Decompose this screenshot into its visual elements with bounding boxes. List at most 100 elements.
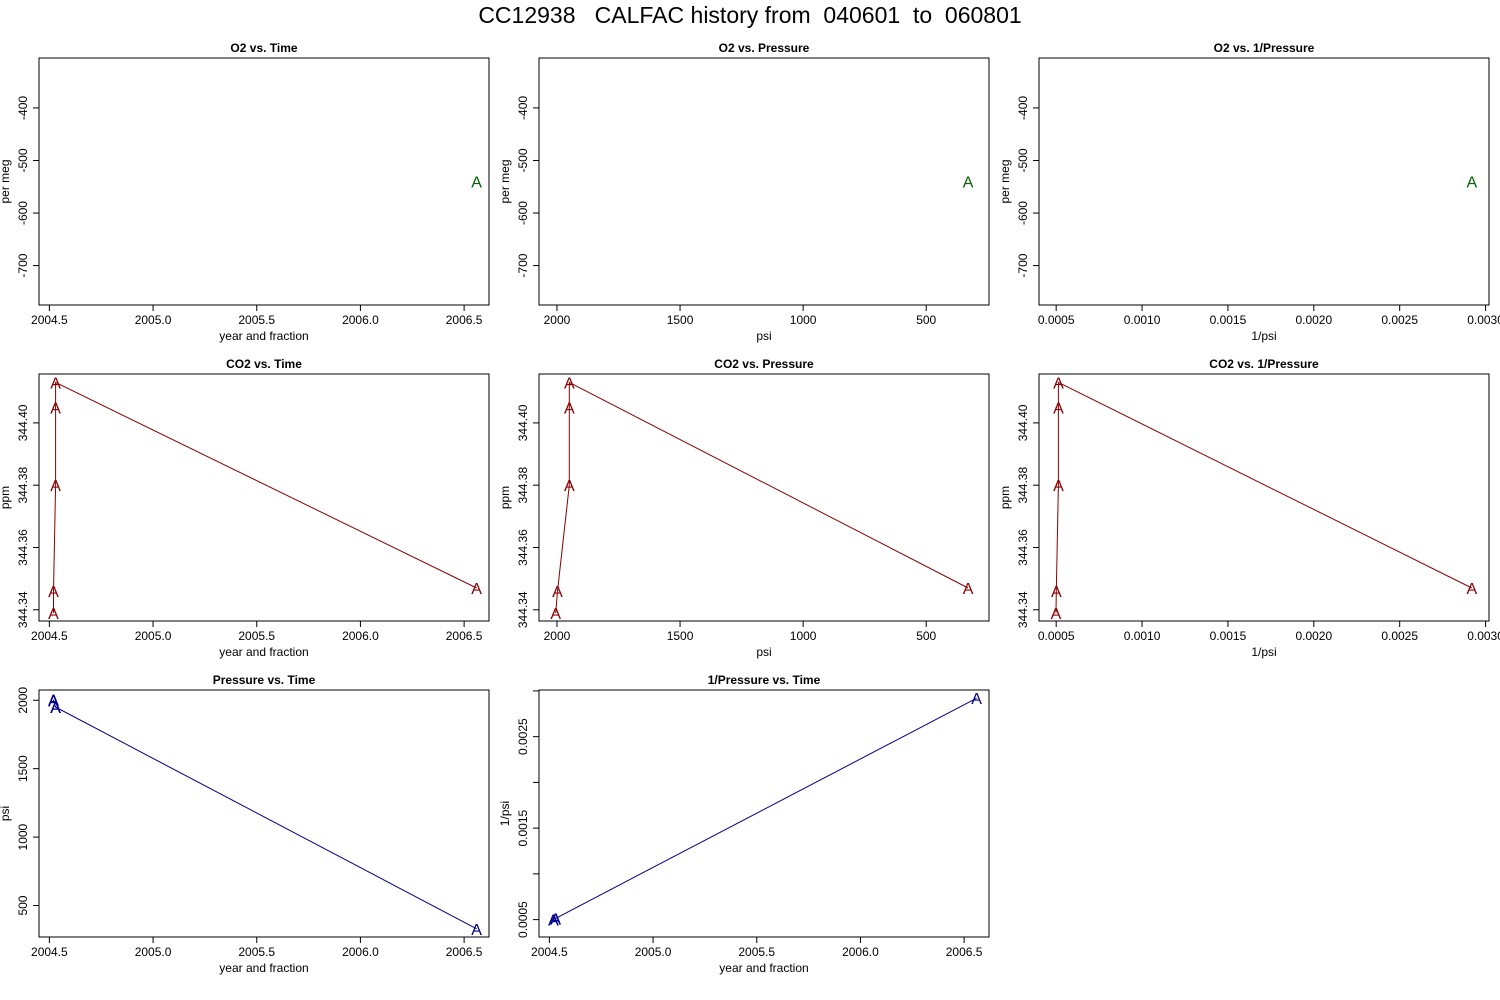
x-axis-label: year and fraction [219, 645, 308, 659]
panel-title: CO2 vs. 1/Pressure [1209, 357, 1319, 371]
y-tick-label: -500 [1016, 148, 1030, 172]
data-point-marker: A [550, 606, 561, 623]
data-point-marker: A [550, 911, 561, 928]
data-point-marker: A [550, 911, 561, 928]
x-tick-label: 2005.5 [238, 945, 275, 959]
y-tick-label: -400 [16, 96, 30, 120]
data-point-marker: A [564, 400, 575, 417]
y-tick-label: 344.34 [16, 591, 30, 628]
panel-title: O2 vs. Pressure [719, 41, 810, 55]
data-point-marker: A [48, 584, 59, 601]
x-tick-label: 2006.0 [342, 945, 379, 959]
panel-title: O2 vs. 1/Pressure [1214, 41, 1315, 55]
y-tick-label: 1000 [16, 823, 30, 850]
panel-7: Pressure vs. Time 2004.5 2005.0 2005.5 2006.… [0, 673, 490, 975]
x-axis-label: psi [756, 645, 771, 659]
x-tick-label: 2006.0 [842, 945, 879, 959]
y-tick-label: 344.38 [516, 467, 530, 504]
x-axis-label: year and fraction [219, 329, 308, 343]
x-tick-label: 2005.0 [135, 945, 172, 959]
y-axis-label: ppm [498, 486, 512, 509]
data-point-marker: A [963, 175, 974, 192]
x-tick-label: 2006.0 [342, 313, 379, 327]
data-point-marker: A [50, 700, 61, 717]
panel-title: Pressure vs. Time [213, 673, 316, 687]
x-tick-label: 0.0015 [1210, 313, 1247, 327]
y-tick-label: 344.38 [1016, 467, 1030, 504]
x-tick-label: 0.0010 [1124, 629, 1161, 643]
data-point-marker: A [50, 478, 61, 495]
x-tick-label: 2005.0 [135, 313, 172, 327]
y-tick-label: 0.0015 [516, 809, 530, 846]
x-tick-label: 500 [916, 629, 936, 643]
panel-title: O2 vs. Time [230, 41, 297, 55]
y-tick-label: 344.36 [16, 529, 30, 566]
x-axis-label: year and fraction [219, 961, 308, 975]
x-tick-label: 2005.5 [238, 629, 275, 643]
x-tick-label: 2004.5 [31, 313, 68, 327]
x-tick-label: 0.0005 [1038, 313, 1075, 327]
data-point-marker: A [550, 911, 561, 928]
x-tick-label: 2004.5 [31, 945, 68, 959]
plot-frame [1038, 57, 1490, 306]
y-tick-label: 2000 [16, 687, 30, 714]
y-axis-label: per meg [998, 159, 1012, 203]
y-tick-label: -600 [16, 201, 30, 225]
panel-5: CO2 vs. Pressure 2000 1500 1000 500 344.34 344… [498, 357, 990, 659]
x-tick-label: 2005.0 [135, 629, 172, 643]
data-point-marker: A [1466, 581, 1477, 598]
y-tick-label: 344.38 [16, 467, 30, 504]
x-tick-label: 0.0025 [1381, 629, 1418, 643]
x-axis-label: psi [756, 329, 771, 343]
plot-frame [38, 373, 490, 622]
panel-4: CO2 vs. Time 2004.5 2005.0 2005.5 2006.0 2006… [0, 357, 490, 659]
plot-frame [538, 689, 990, 938]
x-tick-label: 0.0030 [1467, 629, 1500, 643]
y-tick-label: 1500 [16, 755, 30, 782]
x-tick-label: 1000 [790, 313, 817, 327]
y-tick-label: 500 [16, 895, 30, 915]
x-tick-label: 0.0025 [1381, 313, 1418, 327]
y-tick-label: 344.36 [1016, 529, 1030, 566]
panel-3: O2 vs. 1/Pressure 0.0005 0.0010 0.0015 0.002… [998, 41, 1500, 343]
x-tick-label: 0.0030 [1467, 313, 1500, 327]
data-point-marker: A [50, 375, 61, 392]
data-point-marker: A [1051, 584, 1062, 601]
y-axis-label: per meg [0, 159, 12, 203]
panel-6: CO2 vs. 1/Pressure 0.0005 0.0010 0.0015 0.00… [998, 357, 1500, 659]
y-axis-label: ppm [0, 486, 12, 509]
data-point-marker: A [471, 175, 482, 192]
y-tick-label: 344.40 [16, 404, 30, 441]
data-point-marker: A [50, 700, 61, 717]
data-point-marker: A [50, 700, 61, 717]
data-point-marker: A [1053, 478, 1064, 495]
data-point-marker: A [48, 693, 59, 710]
series-line [1055, 381, 1473, 613]
data-point-marker: A [471, 581, 482, 598]
y-axis-label: per meg [498, 159, 512, 203]
series-line [553, 697, 977, 920]
x-tick-label: 2006.5 [946, 945, 983, 959]
y-tick-label: -700 [1016, 253, 1030, 277]
data-point-marker: A [1053, 375, 1064, 392]
x-tick-label: 2005.5 [738, 945, 775, 959]
data-point-marker: A [564, 375, 575, 392]
data-point-marker: A [50, 400, 61, 417]
data-point-marker: A [48, 694, 59, 711]
y-tick-label: -600 [516, 201, 530, 225]
x-tick-label: 2004.5 [531, 945, 568, 959]
x-tick-label: 2000 [544, 629, 571, 643]
y-axis-label: psi [0, 806, 12, 821]
y-tick-label: 344.36 [516, 529, 530, 566]
y-tick-label: -600 [1016, 201, 1030, 225]
y-tick-label: 0.0005 [516, 901, 530, 938]
data-point-marker: A [1053, 400, 1064, 417]
panel-1: O2 vs. Time 2004.5 2005.0 2005.5 2006.0 2006.… [0, 41, 490, 343]
y-tick-label: 344.34 [1016, 591, 1030, 628]
plot-frame [1038, 373, 1490, 622]
y-tick-label: -500 [516, 148, 530, 172]
series-line [53, 381, 477, 613]
y-tick-label: 344.40 [1016, 404, 1030, 441]
data-point-marker: A [471, 922, 482, 939]
